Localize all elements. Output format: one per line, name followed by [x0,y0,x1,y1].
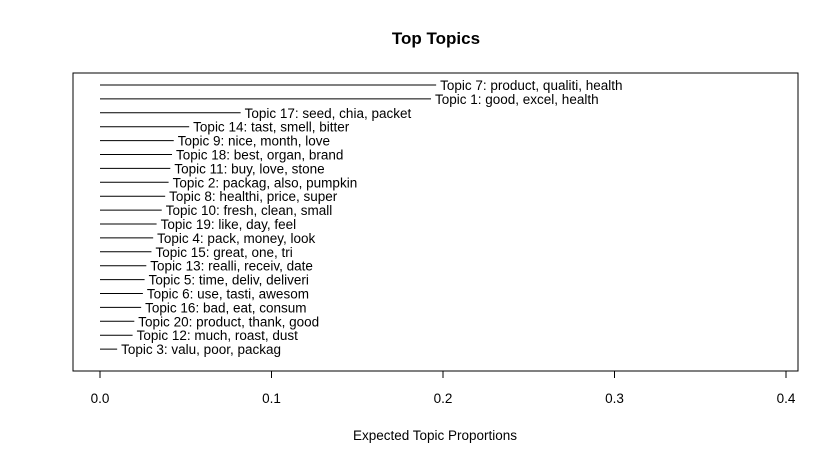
topic-label: Topic 10: fresh, clean, small [166,203,333,218]
x-tick-label: 0.3 [605,391,624,406]
topic-label: Topic 12: much, roast, dust [137,328,299,343]
x-axis-title: Expected Topic Proportions [353,428,517,443]
topic-label: Topic 7: product, qualiti, health [440,78,622,93]
topic-label: Topic 5: time, deliv, deliveri [149,273,309,288]
topic-label: Topic 19: like, day, feel [161,217,297,232]
chart-title: Top Topics [392,29,480,48]
topic-label: Topic 2: packag, also, pumpkin [173,175,358,190]
topic-label: Topic 17: seed, chia, packet [245,106,412,121]
topic-label: Topic 18: best, organ, brand [176,148,343,163]
topic-label: Topic 11: buy, love, stone [174,161,324,176]
topic-label: Topic 13: realli, receiv, date [150,259,313,274]
topic-label: Topic 15: great, one, tri [155,245,292,260]
topic-label: Topic 9: nice, month, love [178,134,330,149]
topic-label: Topic 6: use, tasti, awesom [147,287,309,302]
x-tick-label: 0.2 [434,391,453,406]
x-tick-label: 0.0 [91,391,110,406]
x-axis: 0.0 0.1 0.2 0.3 0.4 [91,370,796,406]
x-tick-label: 0.4 [777,391,796,406]
topic-label: Topic 3: valu, poor, packag [121,342,281,357]
topic-label: Topic 4: pack, money, look [157,231,315,246]
topic-label: Topic 8: healthi, price, super [169,189,338,204]
topic-label: Topic 20: product, thank, good [138,314,319,329]
topic-label: Topic 1: good, excel, health [435,92,599,107]
topic-label: Topic 16: bad, eat, consum [145,300,306,315]
x-tick-label: 0.1 [262,391,281,406]
topic-label: Topic 14: tast, smell, bitter [193,120,350,135]
